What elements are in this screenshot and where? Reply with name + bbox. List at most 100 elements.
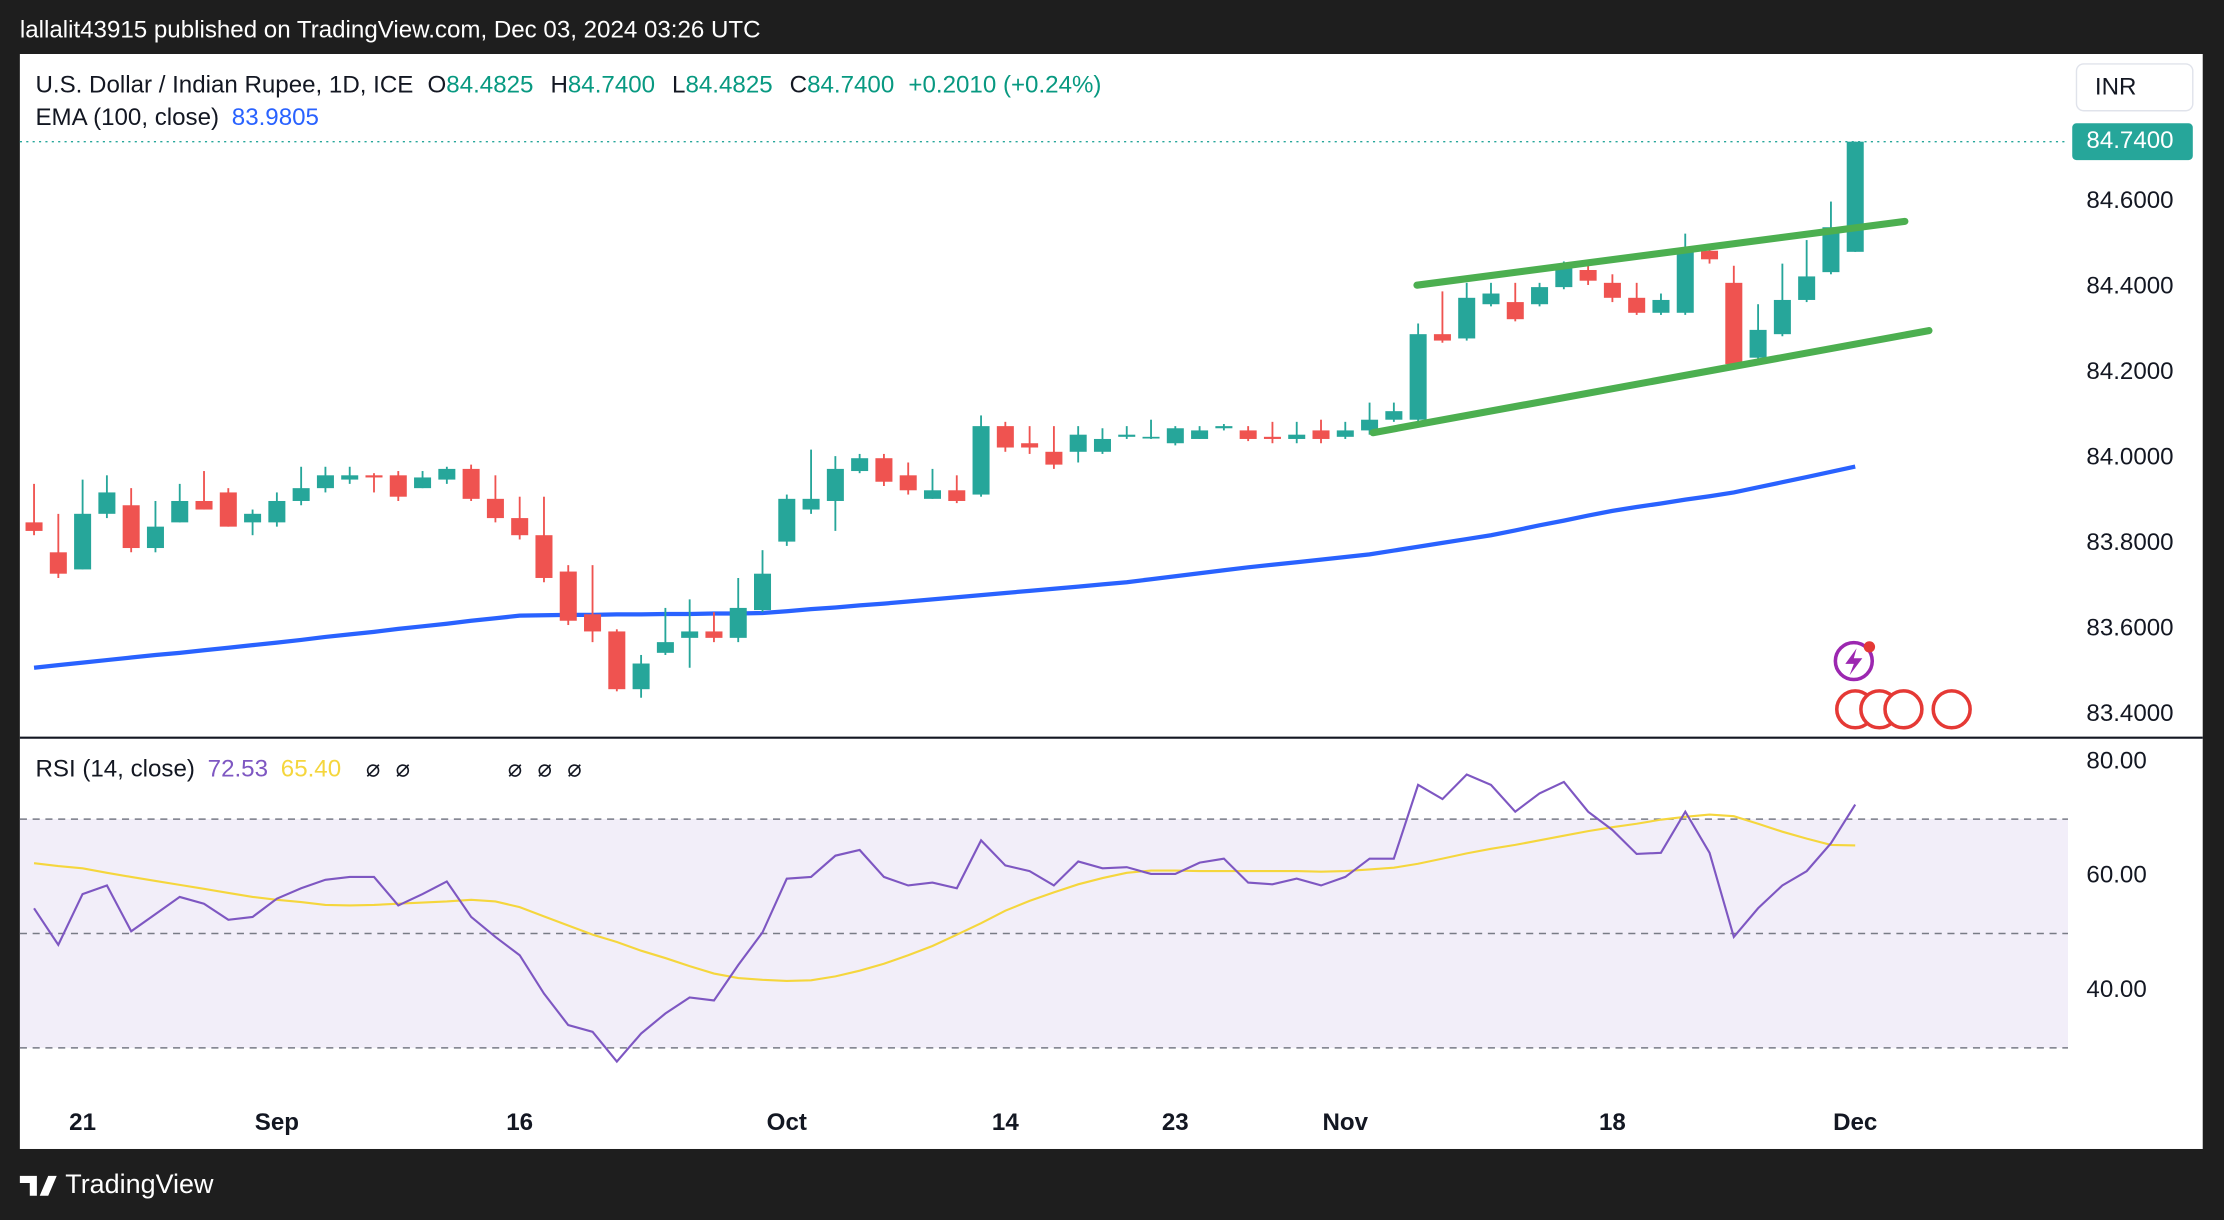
ema-value: 83.9805 bbox=[232, 105, 319, 132]
candle-body bbox=[1215, 426, 1233, 429]
ohlc-value: 84.7400 bbox=[568, 72, 655, 99]
candle-body bbox=[1846, 141, 1864, 252]
brand-name: TradingView bbox=[65, 1169, 214, 1199]
currency-box[interactable] bbox=[2075, 63, 2194, 112]
candle-body bbox=[1045, 451, 1063, 465]
brand: TradingView bbox=[19, 1169, 214, 1199]
x-tick-label: 21 bbox=[69, 1109, 96, 1136]
y-tick-label: 80.00 bbox=[2086, 747, 2146, 774]
candle-body bbox=[122, 505, 140, 549]
candle-body bbox=[851, 458, 869, 472]
indicator-marker: ⌀ ⌀ ⌀ bbox=[508, 756, 586, 783]
rsi-value: 72.53 bbox=[208, 756, 268, 783]
rsi-legend: RSI (14, close) 72.53 65.40 bbox=[35, 756, 341, 783]
ohlc-value: 84.7400 bbox=[807, 72, 894, 99]
event-dot bbox=[1863, 641, 1876, 653]
y-tick-label: 84.0000 bbox=[2086, 444, 2173, 471]
x-tick-label: Sep bbox=[255, 1109, 299, 1136]
y-tick-label: 60.00 bbox=[2086, 862, 2146, 889]
candle-body bbox=[559, 571, 577, 621]
candle-body bbox=[826, 468, 844, 501]
symbol-title: U.S. Dollar / Indian Rupee, 1D, ICE bbox=[35, 72, 413, 99]
candle-body bbox=[1118, 434, 1136, 437]
candle-body bbox=[1506, 302, 1524, 320]
price-tag-label: 84.7400 bbox=[2086, 127, 2173, 154]
channel-upper bbox=[1413, 217, 1909, 289]
candle-body bbox=[268, 500, 286, 523]
candle-body bbox=[1166, 428, 1184, 444]
candle-body bbox=[1822, 227, 1840, 273]
publisher: lallalit43915 published on TradingView.c… bbox=[20, 17, 761, 44]
candle-body bbox=[948, 490, 966, 501]
candle-body bbox=[341, 475, 359, 480]
candle-body bbox=[923, 490, 942, 499]
candle-body bbox=[1191, 430, 1209, 439]
candle-body bbox=[1336, 430, 1354, 437]
x-tick-label: 23 bbox=[1162, 1109, 1189, 1136]
candle-body bbox=[511, 518, 529, 536]
ema-legend: EMA (100, close) 83.9805 bbox=[35, 105, 318, 132]
candle-body bbox=[146, 526, 164, 549]
candle-body bbox=[1482, 293, 1500, 305]
candle-body bbox=[1385, 411, 1403, 420]
candle-body bbox=[1361, 419, 1379, 431]
ohlc-value: 84.4825 bbox=[685, 72, 772, 99]
flag-icon[interactable] bbox=[1931, 689, 1972, 730]
flag-icon[interactable] bbox=[1883, 689, 1924, 730]
candle-body bbox=[1676, 250, 1694, 313]
candle-body bbox=[1409, 334, 1427, 420]
candle-body bbox=[1458, 297, 1476, 339]
candle-body bbox=[1579, 270, 1597, 281]
candle-body bbox=[414, 477, 432, 489]
candle-body bbox=[1773, 299, 1791, 335]
candle-body bbox=[632, 663, 650, 690]
candle-body bbox=[1798, 276, 1816, 300]
candle-body bbox=[1531, 287, 1549, 305]
candle-body bbox=[996, 426, 1014, 448]
rsi-title: RSI (14, close) bbox=[35, 756, 194, 783]
candle-body bbox=[899, 475, 917, 491]
candle-body bbox=[754, 573, 772, 611]
candle-body bbox=[1433, 334, 1451, 341]
candle-body bbox=[1701, 250, 1719, 260]
ohlc-key: C bbox=[790, 72, 807, 99]
candle-body bbox=[195, 500, 213, 510]
y-tick-label: 84.4000 bbox=[2086, 272, 2173, 299]
candle-body bbox=[1263, 436, 1281, 439]
ema-line bbox=[33, 464, 1856, 670]
candle-body bbox=[584, 614, 602, 632]
event-icon-bolt bbox=[1845, 648, 1863, 676]
candle-body bbox=[875, 458, 893, 482]
ohlc-key: H bbox=[550, 72, 567, 99]
candle-body bbox=[244, 513, 262, 523]
candle-body bbox=[292, 488, 310, 501]
candle-body bbox=[1093, 438, 1111, 452]
candle-body bbox=[1142, 436, 1160, 439]
candle-body bbox=[486, 498, 504, 519]
candle-body bbox=[1555, 265, 1573, 288]
candle-body bbox=[802, 498, 820, 510]
currency-label: INR bbox=[2095, 73, 2137, 100]
candle-body bbox=[49, 552, 67, 574]
candle-body bbox=[608, 631, 626, 690]
legend: U.S. Dollar / Indian Rupee, 1D, ICE O84.4… bbox=[35, 72, 1101, 99]
x-tick-label: Oct bbox=[767, 1109, 807, 1136]
candle-body bbox=[705, 631, 723, 638]
candle-body bbox=[656, 642, 674, 653]
candle-body bbox=[778, 498, 796, 542]
x-axis: 21 Sep 16 Oct 14 23 Nov 18 Dec bbox=[69, 1109, 1877, 1136]
candle-body bbox=[1239, 430, 1257, 439]
candle-body bbox=[1288, 434, 1306, 439]
channel-lower bbox=[1369, 327, 1933, 437]
y-tick-label: 84.6000 bbox=[2086, 187, 2173, 214]
candle-body bbox=[171, 500, 189, 523]
rsi-line bbox=[33, 773, 1857, 1064]
candle-body bbox=[1628, 297, 1646, 313]
x-tick-label: 14 bbox=[992, 1109, 1019, 1136]
candle-body bbox=[438, 468, 456, 480]
candle-body bbox=[25, 522, 43, 531]
rsi-value: 65.40 bbox=[281, 756, 341, 783]
candle-body bbox=[98, 492, 116, 514]
x-tick-label: Nov bbox=[1323, 1109, 1369, 1136]
